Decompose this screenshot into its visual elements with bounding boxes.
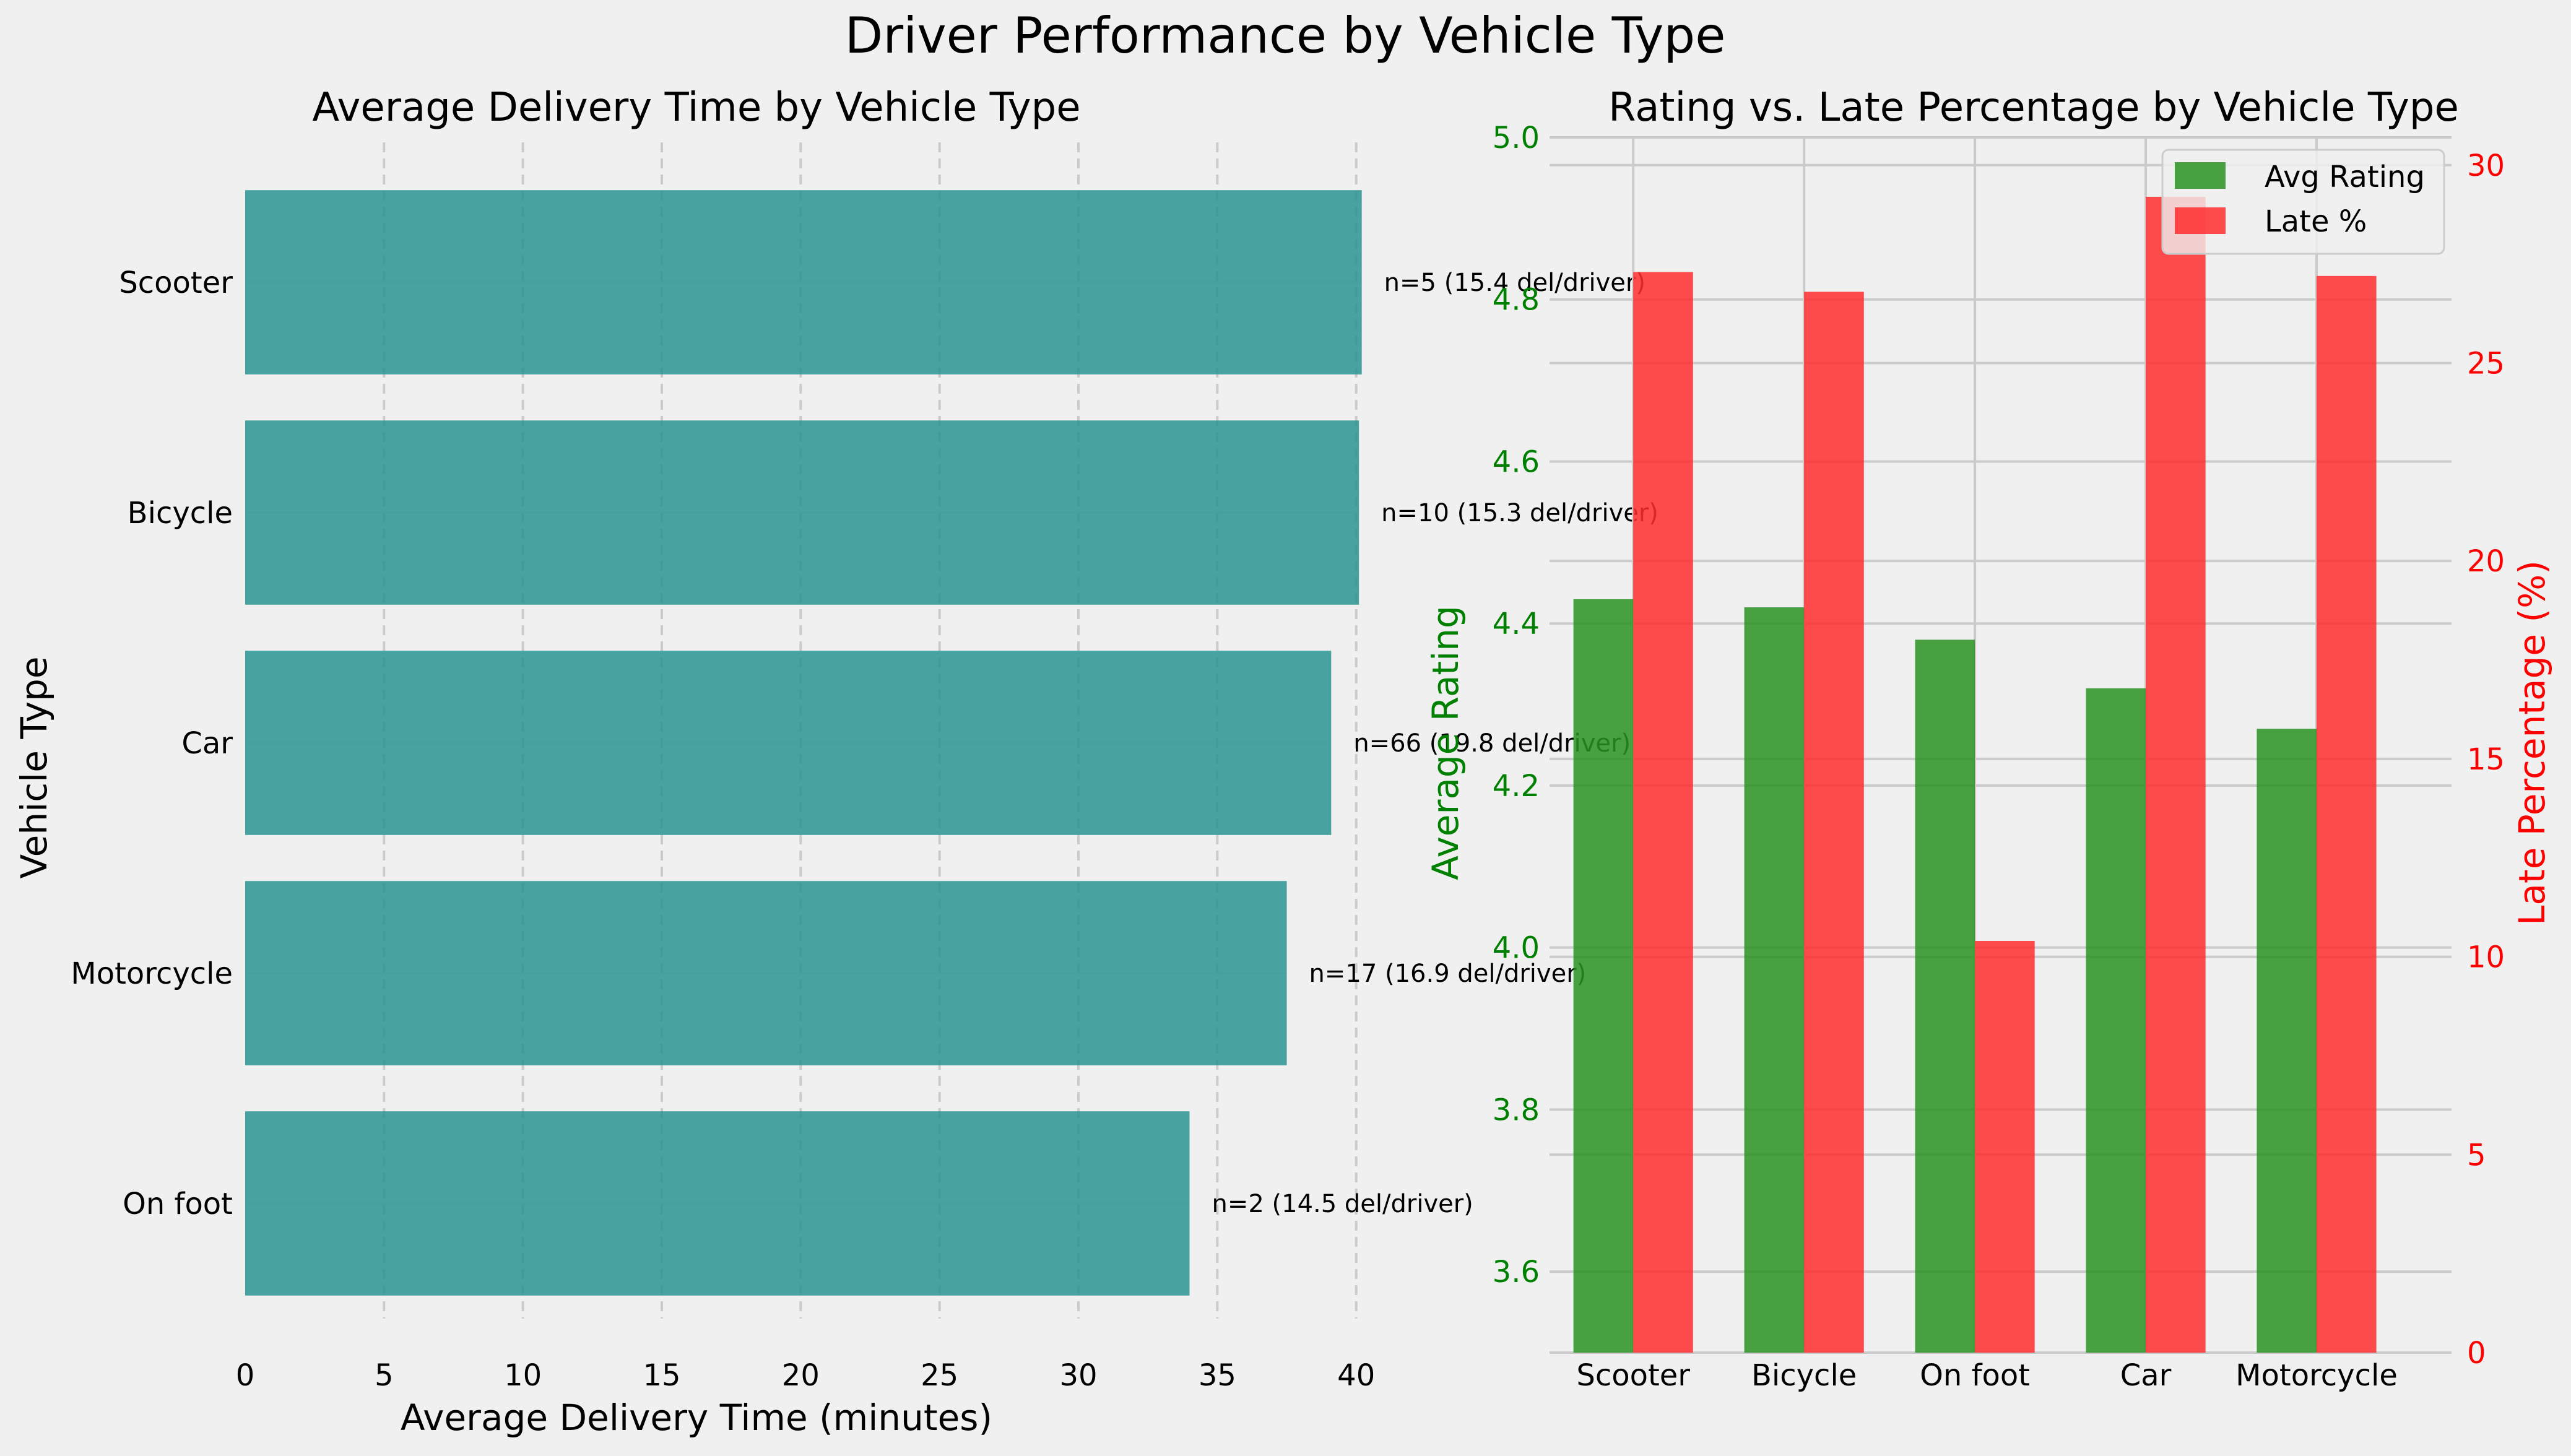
left-x-axis-label: Average Delivery Time (minutes) — [401, 1397, 992, 1439]
right-y-tick-label: 3.6 — [1493, 1255, 1540, 1289]
right-y2-tick-label: 0 — [2467, 1336, 2486, 1371]
right-y-tick-labels: 3.6 3.8 4.0 4.2 4.4 4.6 4.8 5.0 — [1493, 121, 1540, 1289]
left-x-tick-label: 30 — [1059, 1358, 1097, 1393]
left-x-tick-label: 25 — [921, 1358, 958, 1393]
legend-swatch-avg-rating — [2175, 162, 2226, 189]
late-bar — [2146, 196, 2206, 1353]
right-y-tick-label: 3.8 — [1493, 1093, 1540, 1127]
left-x-tick-label: 40 — [1337, 1358, 1375, 1393]
late-bar — [1804, 292, 1864, 1353]
left-x-tick-label: 20 — [782, 1358, 820, 1393]
left-y-tick-label: Car — [181, 726, 233, 761]
left-bar — [245, 420, 1359, 605]
left-bar — [245, 881, 1287, 1065]
left-x-tick-label: 15 — [643, 1358, 680, 1393]
left-y-tick-label: Motorcycle — [71, 956, 233, 991]
right-x-tick-label: Scooter — [1576, 1358, 1690, 1393]
left-bar-annotation: n=10 (15.3 del/driver) — [1381, 499, 1658, 527]
right-legend: Avg Rating Late % — [2161, 149, 2445, 255]
right-chart-rating-late: Rating vs. Late Percentage by Vehicle Ty… — [1424, 85, 2553, 1393]
left-bar-annotation: n=2 (14.5 del/driver) — [1212, 1190, 1473, 1218]
right-y2-tick-labels: 0 5 10 15 20 25 30 — [2467, 149, 2505, 1371]
late-bar — [1975, 941, 2035, 1353]
right-bars — [1573, 196, 2377, 1353]
left-x-tick-label: 0 — [236, 1358, 255, 1393]
left-y-tick-label: On foot — [123, 1187, 233, 1221]
left-bar-annotation: n=17 (16.9 del/driver) — [1309, 960, 1587, 988]
right-y2-tick-label: 15 — [2467, 742, 2505, 777]
right-x-tick-labels: Scooter Bicycle On foot Car Motorcycle — [1576, 1358, 2397, 1393]
left-bar-annotation: n=5 (15.4 del/driver) — [1384, 269, 1645, 297]
right-y-tick-label: 4.6 — [1493, 444, 1540, 479]
left-x-tick-labels: 0 5 10 15 20 25 30 35 40 — [236, 1358, 1376, 1393]
right-y2-tick-label: 30 — [2467, 149, 2505, 183]
left-x-tick-label: 5 — [375, 1358, 394, 1393]
right-y-tick-label: 4.0 — [1493, 931, 1540, 966]
legend-label-late-percent: Late % — [2265, 204, 2367, 239]
right-y2-tick-label: 10 — [2467, 940, 2505, 975]
rating-bar — [1744, 607, 1805, 1353]
rating-bar — [1915, 639, 1975, 1353]
right-chart-title: Rating vs. Late Percentage by Vehicle Ty… — [1608, 85, 2459, 131]
late-bar — [1633, 272, 1693, 1353]
right-x-tick-label: Car — [2120, 1358, 2172, 1393]
rating-bar — [1573, 599, 1634, 1353]
left-y-tick-labels: Scooter Bicycle Car Motorcycle On foot — [71, 266, 233, 1221]
right-y-tick-label: 4.8 — [1493, 283, 1540, 318]
right-y2-tick-label: 20 — [2467, 544, 2505, 579]
left-y-tick-label: Bicycle — [128, 496, 233, 531]
late-bar — [2317, 275, 2377, 1353]
left-x-tick-label: 35 — [1199, 1358, 1236, 1393]
legend-frame — [2161, 149, 2445, 255]
left-bar — [245, 1111, 1190, 1296]
legend-label-avg-rating: Avg Rating — [2265, 160, 2425, 194]
left-x-tick-label: 10 — [504, 1358, 542, 1393]
rating-bar — [2257, 729, 2317, 1353]
figure-suptitle: Driver Performance by Vehicle Type — [845, 7, 1726, 64]
left-bar — [245, 651, 1332, 835]
right-y-tick-label: 4.4 — [1493, 607, 1540, 641]
right-y2-tick-label: 5 — [2467, 1138, 2486, 1172]
right-y2-axis-label: Late Percentage (%) — [2511, 560, 2553, 925]
right-y-tick-label: 4.2 — [1493, 769, 1540, 804]
left-y-axis-label: Vehicle Type — [13, 656, 55, 878]
right-y-axis-label: Average Rating — [1424, 605, 1467, 880]
rating-bar — [2086, 688, 2146, 1353]
left-bars — [245, 190, 1362, 1296]
right-x-tick-label: Motorcycle — [2235, 1358, 2398, 1393]
right-x-tick-label: Bicycle — [1751, 1358, 1857, 1393]
left-bar — [245, 190, 1362, 375]
legend-swatch-late-percent — [2175, 207, 2226, 234]
right-y2-tick-label: 25 — [2467, 346, 2505, 381]
left-y-tick-label: Scooter — [119, 266, 233, 300]
left-chart-title: Average Delivery Time by Vehicle Type — [312, 85, 1080, 131]
left-chart-delivery-time: Average Delivery Time by Vehicle Type Av… — [13, 85, 1658, 1439]
right-x-tick-label: On foot — [1920, 1358, 2030, 1393]
right-y-tick-label: 5.0 — [1493, 121, 1540, 155]
